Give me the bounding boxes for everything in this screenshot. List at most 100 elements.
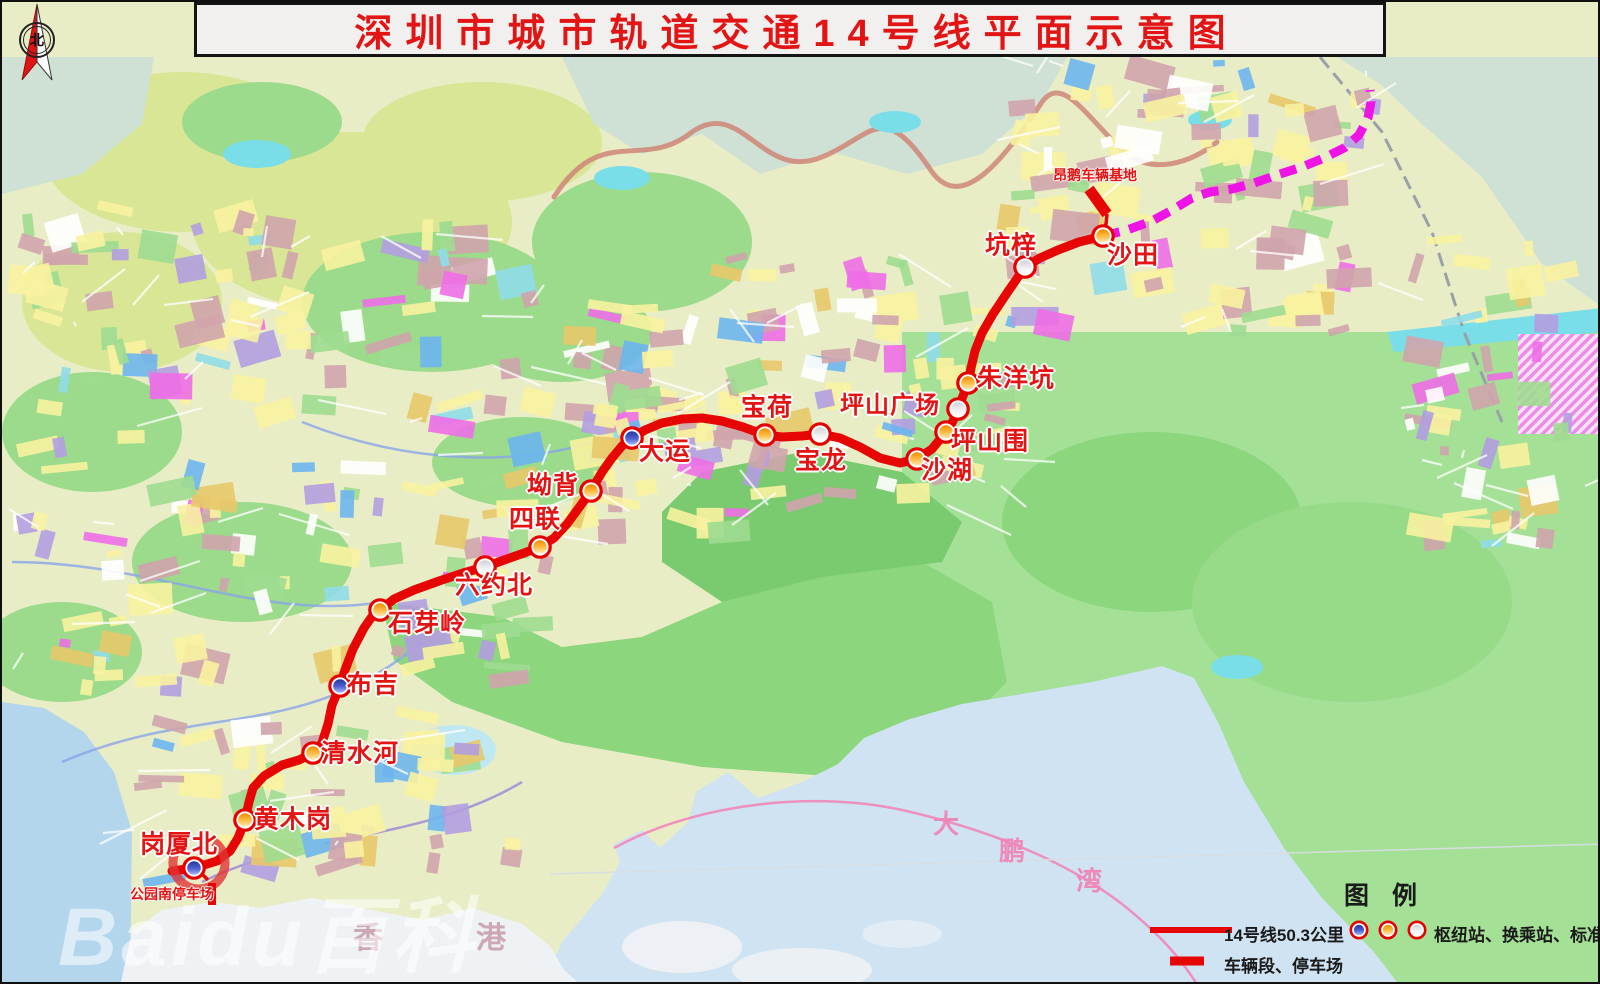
landuse-patch <box>240 855 280 883</box>
landuse-patch <box>1284 102 1305 118</box>
road <box>581 352 617 371</box>
landuse-patch <box>1032 308 1075 342</box>
landuse-patch <box>85 290 114 312</box>
landuse-patch <box>1123 54 1176 92</box>
compass-north-icon: 北 <box>19 3 55 81</box>
landuse-patch <box>779 263 796 274</box>
graticule-line <box>549 843 1598 875</box>
landuse-patch <box>1336 244 1353 261</box>
road <box>8 508 39 528</box>
road <box>731 492 777 526</box>
station-marker-core <box>758 428 772 442</box>
station-marker-core <box>961 376 975 390</box>
landuse-patch <box>997 368 1022 390</box>
landuse-patch <box>619 310 666 334</box>
landuse-patch <box>587 307 627 325</box>
road <box>311 760 329 785</box>
legend-depot-label: 车辆段、停车场 <box>1224 957 1343 976</box>
road <box>139 559 201 583</box>
landuse-patch <box>537 554 554 575</box>
road <box>553 533 609 546</box>
landuse-patch <box>1526 474 1560 506</box>
landuse-patch <box>79 678 94 696</box>
landuse-patch <box>872 314 899 326</box>
landuse-patch <box>676 453 715 481</box>
depot-marks <box>168 185 1112 905</box>
landuse-patch <box>504 837 521 851</box>
landuse-patch <box>127 582 174 616</box>
watermark: Baidu百科 <box>58 892 478 983</box>
road <box>686 482 692 487</box>
landuse-patch <box>1480 345 1494 373</box>
landuse-patch <box>898 259 914 287</box>
landuse-patch <box>1452 253 1491 271</box>
landuse-patch <box>657 400 689 414</box>
road <box>125 592 161 609</box>
road <box>736 321 795 329</box>
station-label: 宝荷 <box>740 393 794 422</box>
road <box>1203 94 1255 123</box>
landuse-patch <box>1477 437 1500 470</box>
station-label: 沙田 <box>1106 241 1160 270</box>
landuse-patch <box>401 481 438 498</box>
landuse-patch <box>214 268 234 284</box>
landuse-patch <box>232 552 246 567</box>
landuse-patch <box>137 556 181 584</box>
road <box>137 768 211 773</box>
road <box>230 318 260 328</box>
landuse-patch <box>1543 260 1580 283</box>
landuse-patch <box>1207 283 1246 310</box>
landuse-patch <box>1100 135 1114 149</box>
station-marker-core <box>333 679 347 693</box>
landuse-patch <box>324 364 347 389</box>
road <box>672 466 692 479</box>
landuse-patch <box>331 645 342 672</box>
road <box>92 520 115 526</box>
landuse-patch <box>986 400 1016 412</box>
road <box>766 303 805 324</box>
road <box>184 361 204 380</box>
landuse-patch <box>255 740 267 772</box>
landuse-patch <box>1006 226 1028 249</box>
landuse-patch <box>725 252 748 265</box>
landuse-patch <box>174 253 207 284</box>
landuse-patch <box>59 638 71 648</box>
landuse-patch <box>179 727 216 748</box>
road <box>1048 59 1064 68</box>
landuse-patch <box>149 372 193 400</box>
landuse-patch <box>1426 233 1463 246</box>
landuse-patch <box>190 222 204 237</box>
station-label: 坳背 <box>526 471 580 500</box>
landuse-patch <box>1104 144 1155 174</box>
road <box>915 327 969 358</box>
geo-label: 港 <box>476 922 506 955</box>
road <box>260 225 269 258</box>
landuse-patch <box>1200 158 1244 188</box>
road <box>217 506 264 524</box>
landuse-patch <box>291 462 315 473</box>
landuse-patch <box>481 620 521 641</box>
landuse-patch <box>912 357 930 380</box>
landuse-patch <box>335 725 369 741</box>
landuse-patch <box>421 268 443 290</box>
road <box>530 284 545 304</box>
station-marker-core <box>939 425 953 439</box>
landuse-patch <box>83 531 128 547</box>
road <box>377 759 409 775</box>
landuse-patch <box>842 256 871 292</box>
landuse-patch <box>96 200 134 217</box>
landuse-patch <box>1219 137 1249 167</box>
landuse-patch <box>285 330 311 350</box>
landuse-patch <box>747 268 777 282</box>
landuse-patch <box>507 431 547 468</box>
landuse-patch <box>1089 258 1128 296</box>
landuse-patch <box>106 548 123 559</box>
landuse-patch <box>437 248 451 267</box>
landuse-patch <box>138 774 185 783</box>
landuse-patch <box>491 595 530 622</box>
landuse-patch <box>874 424 910 445</box>
road <box>1105 90 1131 118</box>
legend-station-swatches <box>1349 920 1427 940</box>
landuse-patch <box>908 383 923 401</box>
